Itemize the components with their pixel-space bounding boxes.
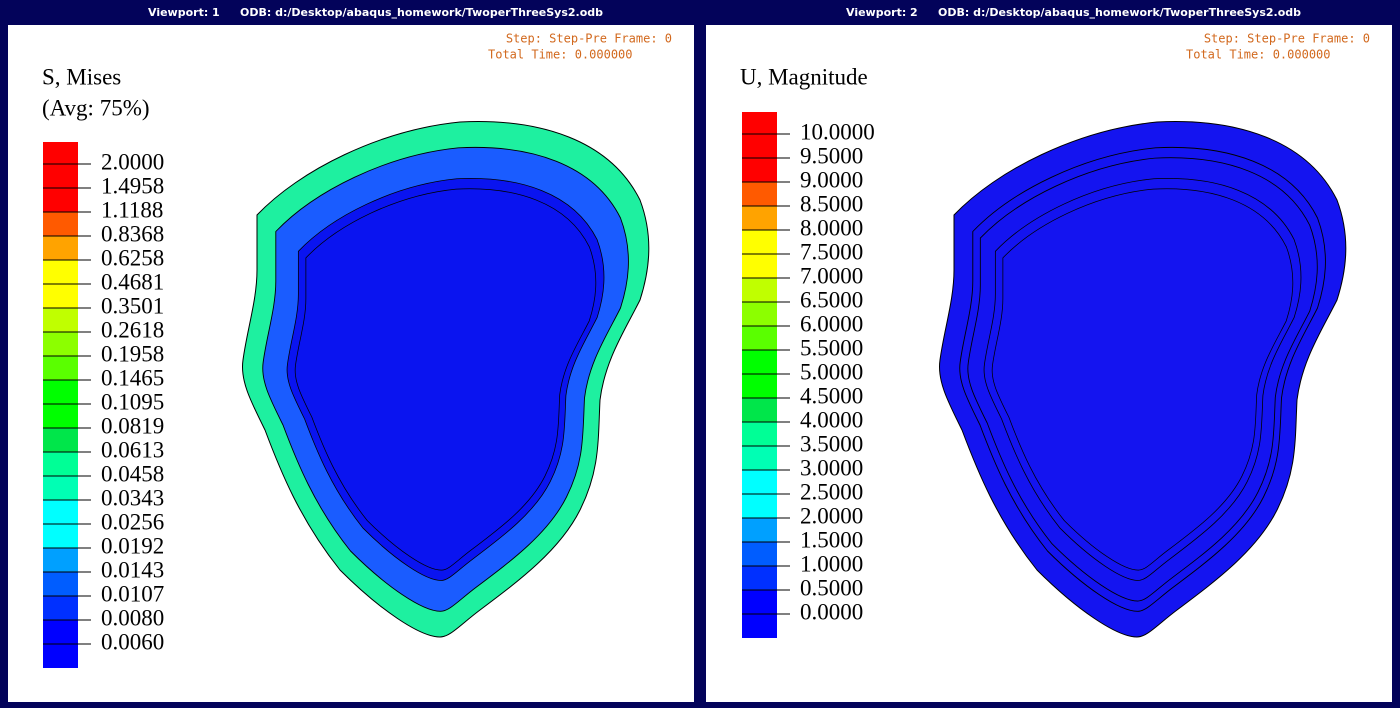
legend-swatch xyxy=(43,452,78,476)
viewport-title: Viewport: 2 xyxy=(846,6,918,19)
time-info: Total Time: 0.000000 xyxy=(488,48,633,62)
legend-label: 0.0458 xyxy=(101,461,164,486)
legend-label: 0.6258 xyxy=(101,245,164,270)
legend-swatch xyxy=(43,380,78,404)
legend-swatch xyxy=(43,428,78,452)
legend-swatch xyxy=(742,254,777,278)
legend-swatch xyxy=(742,566,777,590)
legend-label: 1.4958 xyxy=(101,173,164,198)
legend-label: 0.0143 xyxy=(101,557,164,582)
odb-path: ODB: d:/Desktop/abaqus_homework/TwoperTh… xyxy=(240,6,603,19)
legend-label: 0.0819 xyxy=(101,413,164,438)
legend-swatch xyxy=(742,350,777,374)
legend-label: 0.0256 xyxy=(101,509,164,534)
legend-label: 0.1095 xyxy=(101,389,164,414)
legend-label: 1.5000 xyxy=(800,527,863,552)
legend-label: 1.1188 xyxy=(101,197,163,222)
legend-label: 0.0107 xyxy=(101,581,164,606)
legend-swatch xyxy=(43,308,78,332)
legend-swatch xyxy=(43,332,78,356)
legend-label: 2.0000 xyxy=(101,149,164,174)
legend-title: U, Magnitude xyxy=(740,64,868,89)
legend-label: 1.0000 xyxy=(800,551,863,576)
legend-swatch xyxy=(742,470,777,494)
legend-label: 5.0000 xyxy=(800,359,863,384)
legend-swatch xyxy=(43,500,78,524)
legend-swatch xyxy=(43,596,78,620)
legend-swatch xyxy=(742,614,777,638)
legend-swatch xyxy=(742,446,777,470)
legend-swatch xyxy=(43,236,78,260)
legend-label: 8.5000 xyxy=(800,191,863,216)
legend-swatch xyxy=(43,212,78,236)
legend-swatch xyxy=(742,374,777,398)
viewport-title: Viewport: 1 xyxy=(148,6,220,19)
legend-title: S, Mises xyxy=(42,64,121,89)
legend-label: 10.0000 xyxy=(800,119,875,144)
legend-swatch xyxy=(742,494,777,518)
legend-label: 0.0192 xyxy=(101,533,164,558)
legend-swatch xyxy=(742,112,777,134)
legend-swatch xyxy=(742,422,777,446)
legend-swatch xyxy=(43,620,78,644)
legend-swatch xyxy=(43,284,78,308)
legend-swatch xyxy=(742,398,777,422)
legend-label: 0.2618 xyxy=(101,317,164,342)
legend-swatch xyxy=(742,326,777,350)
legend-swatch xyxy=(742,518,777,542)
legend-label: 9.0000 xyxy=(800,167,863,192)
legend-label: 0.1465 xyxy=(101,365,164,390)
legend-swatch xyxy=(43,188,78,212)
legend-swatch xyxy=(742,230,777,254)
legend-swatch xyxy=(742,278,777,302)
legend-swatch xyxy=(742,134,777,158)
legend-swatch xyxy=(742,158,777,182)
legend-subtitle: (Avg: 75%) xyxy=(42,95,150,120)
legend-label: 0.0060 xyxy=(101,629,164,654)
odb-path: ODB: d:/Desktop/abaqus_homework/TwoperTh… xyxy=(938,6,1301,19)
legend-label: 3.5000 xyxy=(800,431,863,456)
legend-label: 6.0000 xyxy=(800,311,863,336)
legend-label: 0.0613 xyxy=(101,437,164,462)
legend-swatch xyxy=(43,476,78,500)
legend-label: 0.5000 xyxy=(800,575,863,600)
legend-swatch xyxy=(43,644,78,668)
legend-swatch xyxy=(43,356,78,380)
legend-swatch xyxy=(43,548,78,572)
legend-label: 7.0000 xyxy=(800,263,863,288)
legend-label: 9.5000 xyxy=(800,143,863,168)
legend-swatch xyxy=(742,542,777,566)
legend-label: 6.5000 xyxy=(800,287,863,312)
legend-swatch xyxy=(742,182,777,206)
legend-label: 0.8368 xyxy=(101,221,164,246)
time-info: Total Time: 0.000000 xyxy=(1186,48,1331,62)
legend-label: 7.5000 xyxy=(800,239,863,264)
step-info: Step: Step-Pre Frame: 0 xyxy=(1204,32,1370,46)
legend-label: 0.1958 xyxy=(101,341,164,366)
legend-label: 0.4681 xyxy=(101,269,164,294)
legend-label: 2.5000 xyxy=(800,479,863,504)
legend-label: 0.0000 xyxy=(800,599,863,624)
legend-label: 4.5000 xyxy=(800,383,863,408)
legend-swatch xyxy=(742,206,777,230)
legend-swatch xyxy=(43,142,78,164)
legend-label: 4.0000 xyxy=(800,407,863,432)
legend-swatch xyxy=(43,572,78,596)
legend-swatch xyxy=(43,260,78,284)
legend-swatch xyxy=(43,524,78,548)
legend-swatch xyxy=(43,404,78,428)
legend-label: 2.0000 xyxy=(800,503,863,528)
legend-label: 0.3501 xyxy=(101,293,164,318)
legend-swatch xyxy=(43,164,78,188)
legend-swatch xyxy=(742,302,777,326)
legend-swatch xyxy=(742,590,777,614)
legend-label: 0.0080 xyxy=(101,605,164,630)
step-info: Step: Step-Pre Frame: 0 xyxy=(506,32,672,46)
legend-label: 5.5000 xyxy=(800,335,863,360)
legend-label: 3.0000 xyxy=(800,455,863,480)
legend-label: 0.0343 xyxy=(101,485,164,510)
legend-label: 8.0000 xyxy=(800,215,863,240)
